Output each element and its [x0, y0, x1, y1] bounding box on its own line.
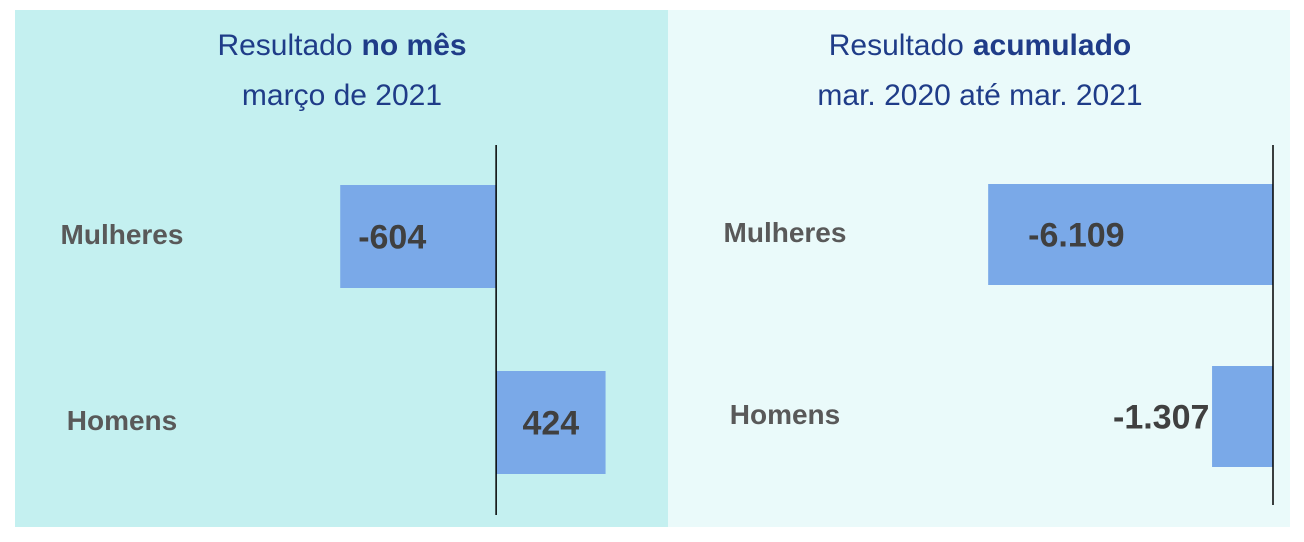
- bar: [496, 371, 606, 474]
- chart-subtitle: março de 2021: [242, 79, 442, 112]
- bar: [988, 184, 1273, 285]
- category-label: Mulheres: [724, 217, 847, 248]
- bar: [340, 185, 497, 288]
- value-label: 424: [522, 404, 579, 442]
- chart-title: Resultado acumulado: [829, 29, 1131, 62]
- value-label: -1.307: [1113, 398, 1209, 436]
- title-text: Resultado: [829, 29, 964, 62]
- category-label: Mulheres: [61, 219, 184, 250]
- value-label: -6.109: [1028, 216, 1124, 254]
- category-label: Homens: [67, 405, 177, 436]
- title-emphasis: no mês: [362, 29, 467, 62]
- value-label: -604: [358, 218, 426, 256]
- category-label: Homens: [730, 399, 840, 430]
- chart-subtitle: mar. 2020 até mar. 2021: [817, 79, 1142, 112]
- title-text: Resultado: [217, 29, 352, 62]
- bar: [1212, 366, 1273, 467]
- title-emphasis: acumulado: [973, 29, 1131, 62]
- chart-title: Resultado no mês: [217, 29, 466, 62]
